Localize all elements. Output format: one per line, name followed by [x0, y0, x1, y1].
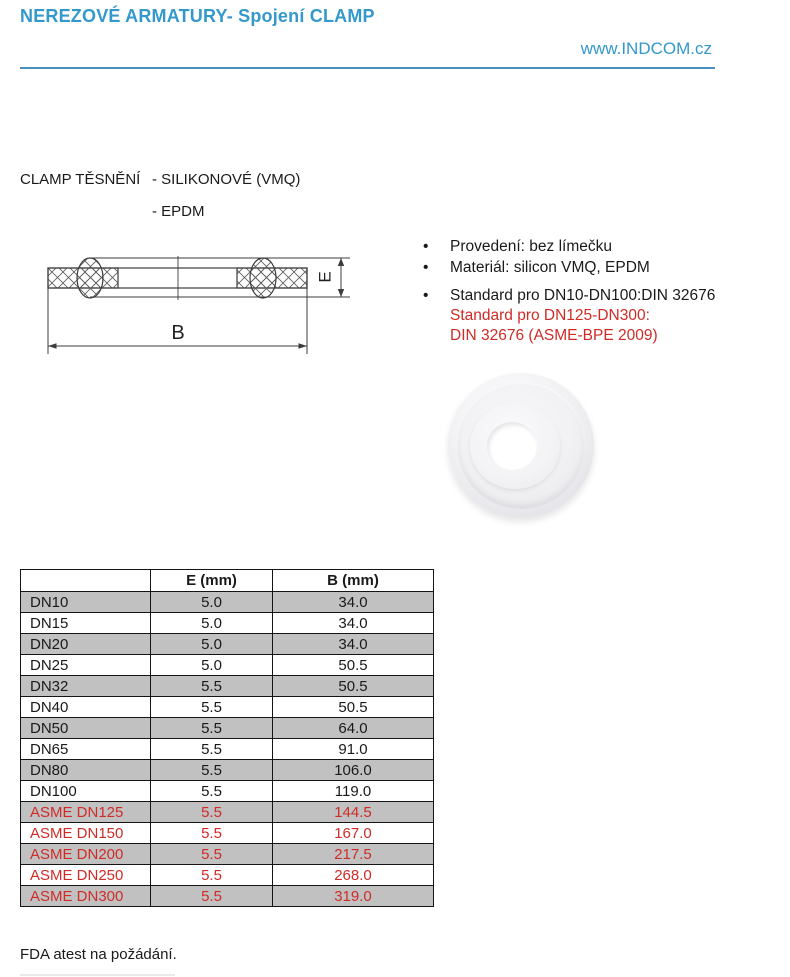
b-cell: 91.0 — [272, 738, 434, 760]
table-row: DN15 5.0 34.0 — [20, 612, 434, 634]
b-cell: 119.0 — [272, 780, 434, 802]
e-cell: 5.5 — [150, 738, 273, 760]
gasket-outer-ring — [448, 373, 594, 518]
spec-provedeni: Provedení: bez límečku — [420, 236, 780, 257]
e-cell: 5.5 — [150, 801, 273, 823]
dn-cell: ASME DN250 — [20, 864, 151, 886]
e-cell: 5.0 — [150, 591, 273, 613]
spec-standard-asme-line1: Standard pro DN125-DN300: — [450, 307, 650, 324]
dim-label-b: B — [171, 322, 184, 344]
e-cell: 5.5 — [150, 759, 273, 781]
header-b-mm: B (mm) — [272, 569, 434, 592]
table-row-asme: ASME DN125 5.5 144.5 — [20, 801, 434, 823]
table-header-row: E (mm) B (mm) — [20, 569, 434, 592]
b-cell: 217.5 — [272, 843, 434, 865]
dimensions-table: E (mm) B (mm) DN10 5.0 34.0 DN15 5.0 34.0 DN… — [20, 569, 434, 907]
table-row: DN10 5.0 34.0 — [20, 591, 434, 613]
b-cell: 34.0 — [272, 591, 434, 613]
table-row: DN40 5.5 50.5 — [20, 696, 434, 718]
e-cell: 5.0 — [150, 654, 273, 676]
product-variant-epdm: - EPDM — [152, 203, 205, 220]
e-cell: 5.0 — [150, 633, 273, 655]
page-title: NEREZOVÉ ARMATURY- Spojení CLAMP — [20, 6, 375, 26]
dn-cell: ASME DN300 — [20, 885, 151, 907]
e-cell: 5.5 — [150, 885, 273, 907]
dn-cell: ASME DN125 — [20, 801, 151, 823]
table-row: DN80 5.5 106.0 — [20, 759, 434, 781]
e-cell: 5.5 — [150, 675, 273, 697]
header-dn — [20, 569, 151, 592]
table-row: DN20 5.0 34.0 — [20, 633, 434, 655]
dn-cell: DN80 — [20, 759, 151, 781]
b-cell: 50.5 — [272, 675, 434, 697]
b-cell: 34.0 — [272, 612, 434, 634]
b-cell: 64.0 — [272, 717, 434, 739]
product-variant-silicone: - SILIKONOVÉ (VMQ) — [152, 171, 301, 188]
header-e-mm: E (mm) — [150, 569, 273, 592]
dn-cell: DN10 — [20, 591, 151, 613]
table-row: DN32 5.5 50.5 — [20, 675, 434, 697]
dn-cell: DN40 — [20, 696, 151, 718]
dim-label-e: E — [315, 271, 334, 282]
e-cell: 5.5 — [150, 717, 273, 739]
product-label: CLAMP TĚSNĚNÍ — [20, 171, 141, 188]
b-cell: 34.0 — [272, 633, 434, 655]
gasket-cross-section-drawing: E B — [47, 256, 350, 354]
spec-standard-asme-line2: DIN 32676 (ASME-BPE 2009) — [450, 327, 658, 344]
e-cell: 5.5 — [150, 843, 273, 865]
spec-bullet-list: Provedení: bez límečku Materiál: silicon… — [420, 236, 780, 346]
table-row-asme: ASME DN250 5.5 268.0 — [20, 864, 434, 886]
dn-cell: DN20 — [20, 633, 151, 655]
e-cell: 5.5 — [150, 696, 273, 718]
gasket-bore-hole — [487, 421, 538, 470]
table-row-asme: ASME DN150 5.5 167.0 — [20, 822, 434, 844]
e-cell: 5.5 — [150, 822, 273, 844]
table-row: DN100 5.5 119.0 — [20, 780, 434, 802]
dn-cell: DN100 — [20, 780, 151, 802]
table-row: DN25 5.0 50.5 — [20, 654, 434, 676]
website-link[interactable]: www.INDCOM.cz — [580, 39, 712, 58]
e-cell: 5.5 — [150, 780, 273, 802]
dn-cell: ASME DN200 — [20, 843, 151, 865]
table-row-asme: ASME DN200 5.5 217.5 — [20, 843, 434, 865]
table-row-asme: ASME DN300 5.5 319.0 — [20, 885, 434, 907]
b-cell: 50.5 — [272, 696, 434, 718]
footer-divider — [20, 974, 175, 976]
header-divider — [20, 67, 715, 69]
e-cell: 5.0 — [150, 612, 273, 634]
spec-material: Materiál: silicon VMQ, EPDM — [420, 257, 780, 278]
b-cell: 319.0 — [272, 885, 434, 907]
fda-note: FDA atest na požádání. — [20, 946, 177, 963]
b-cell: 167.0 — [272, 822, 434, 844]
dn-cell: ASME DN150 — [20, 822, 151, 844]
table-row: DN50 5.5 64.0 — [20, 717, 434, 739]
e-cell: 5.5 — [150, 864, 273, 886]
dn-cell: DN25 — [20, 654, 151, 676]
spec-standard: Standard pro DN10-DN100:DIN 32676 Standa… — [420, 285, 780, 346]
b-cell: 50.5 — [272, 654, 434, 676]
dn-cell: DN15 — [20, 612, 151, 634]
dn-cell: DN50 — [20, 717, 151, 739]
b-cell: 106.0 — [272, 759, 434, 781]
spec-standard-din: Standard pro DN10-DN100:DIN 32676 — [450, 287, 716, 304]
b-cell: 144.5 — [272, 801, 434, 823]
dn-cell: DN65 — [20, 738, 151, 760]
dn-cell: DN32 — [20, 675, 151, 697]
table-row: DN65 5.5 91.0 — [20, 738, 434, 760]
gasket-photo — [448, 373, 594, 518]
b-cell: 268.0 — [272, 864, 434, 886]
